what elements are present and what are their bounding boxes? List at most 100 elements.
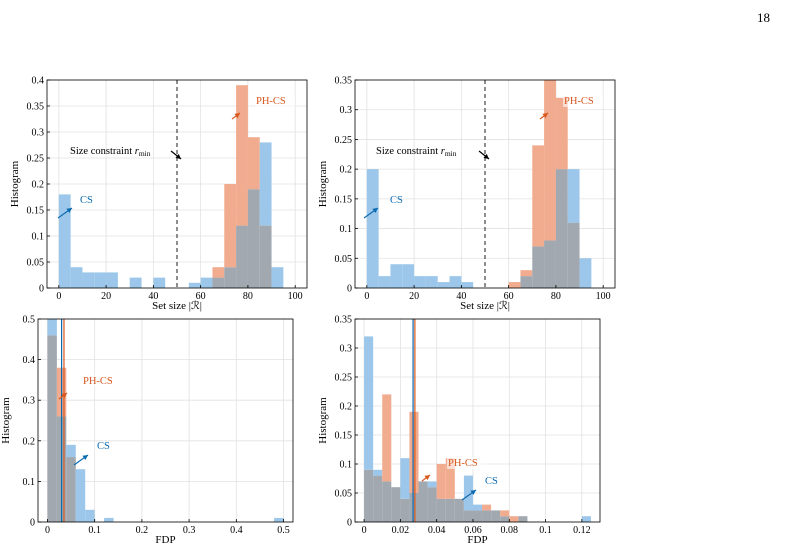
x-axis-label: Set size |ℛ| [152,300,202,312]
x-tick-label: 0.08 [501,525,519,536]
bar-overlap [532,246,545,288]
bar-cs [94,272,107,288]
bar-cs [567,169,580,223]
bar-overlap [409,493,419,522]
bar-overlap [491,510,501,522]
bar-overlap [482,510,492,522]
y-tick-label: 0.15 [27,206,45,217]
bar-cs [104,517,114,522]
y-tick-label: 0.5 [23,315,36,326]
x-tick-label: 0 [364,291,369,302]
y-tick-label: 0.3 [340,344,353,355]
x-tick-label: 0.3 [183,525,196,536]
annotation-cs: CS [390,195,403,206]
bar-overlap [391,487,401,522]
annotation-phcs: PH-CS [83,376,113,387]
bar-cs [75,469,86,522]
y-tick-label: 0.05 [27,258,45,269]
x-tick-label: 0.1 [88,525,101,536]
y-tick-label: 0.05 [335,489,353,500]
y-tick-label: 0.1 [340,460,353,471]
y-tick-label: 0.1 [340,224,353,235]
x-tick-label: 0.4 [230,525,243,536]
arrowhead-cs [66,208,72,214]
page-number: 18 [757,10,770,25]
bar-cs [581,516,591,522]
x-tick-label: 0.2 [136,525,149,536]
y-tick-label: 0.05 [335,254,353,265]
bar-overlap [518,516,528,522]
y-tick-label: 0 [347,284,352,295]
bar-cs [427,481,437,488]
y-axis-label: Histogram [317,397,329,444]
annotation-phcs: PH-CS [564,96,594,107]
bar-cs [66,444,76,458]
annotation-cs: CS [80,195,93,206]
bars [47,319,284,522]
size-constraint-arrowhead [175,153,181,159]
bars [366,80,592,288]
x-tick-label: 0 [45,525,50,536]
y-tick-label: 0.3 [23,396,36,407]
bar-cs [400,458,410,499]
chart-panel-1: Size constraint rmin 0 20 40 60 80 100 0 0.05 0.1… [9,76,308,312]
x-tick-label: 100 [288,291,303,302]
bar-phcs [482,504,492,511]
bar-overlap [66,457,76,522]
bar-cs [378,276,391,288]
arrowhead-phcs [424,475,430,481]
annotation-phcs: PH-CS [256,96,286,107]
chart-panel-4: 0 0.02 0.04 0.06 0.08 0.1 0.12 0 0.05 0.1 0.15 0.2 0… [317,315,601,546]
bar-cs [47,319,57,336]
bar-overlap [445,498,455,522]
bar-phcs [445,458,455,499]
bar-phcs [436,464,446,499]
bar-phcs [509,516,519,522]
x-tick-label: 0.12 [573,525,591,536]
bar-cs [85,509,95,522]
y-tick-label: 0.2 [340,402,353,413]
x-tick-label: 40 [148,291,158,302]
bar-cs [437,282,450,288]
bar-overlap [364,469,374,522]
x-tick-label: 20 [101,291,111,302]
bar-overlap [555,169,568,288]
x-tick-label: 40 [456,291,466,302]
bar-phcs [544,80,556,241]
bar-phcs [520,270,533,277]
bar-cs [390,264,403,288]
bar-phcs [212,267,225,278]
x-tick-label: 0.5 [277,525,290,536]
arrowhead-cs [82,455,88,461]
annotation-cs: CS [97,441,110,452]
y-tick-label: 0.1 [23,477,36,488]
size-constraint-arrowhead [483,153,489,159]
x-tick-label: 0.04 [428,525,446,536]
bar-phcs [500,510,510,517]
bar-cs [70,267,83,288]
y-tick-label: 0.25 [27,154,45,165]
bar-cs [402,264,415,288]
bar-overlap [400,498,410,522]
bar-cs [259,142,272,226]
bar-overlap [418,481,428,522]
bar-cs [449,276,462,288]
bar-overlap [520,276,533,288]
y-tick-label: 0.4 [32,76,45,87]
x-axis-label: FDP [467,534,487,546]
bar-cs [82,272,95,288]
y-tick-label: 0.4 [23,355,36,366]
bar-overlap [436,498,446,522]
bar-phcs [555,97,568,170]
x-tick-label: 80 [243,291,253,302]
y-tick-label: 0.2 [340,165,353,176]
x-axis-label: FDP [155,534,175,546]
bar-phcs [224,184,237,268]
x-tick-label: 20 [409,291,419,302]
axes-box [37,318,294,523]
bar-cs [461,282,474,288]
y-tick-label: 0 [39,284,44,295]
bar-cs [106,272,118,288]
annotation-cs: CS [485,476,498,487]
